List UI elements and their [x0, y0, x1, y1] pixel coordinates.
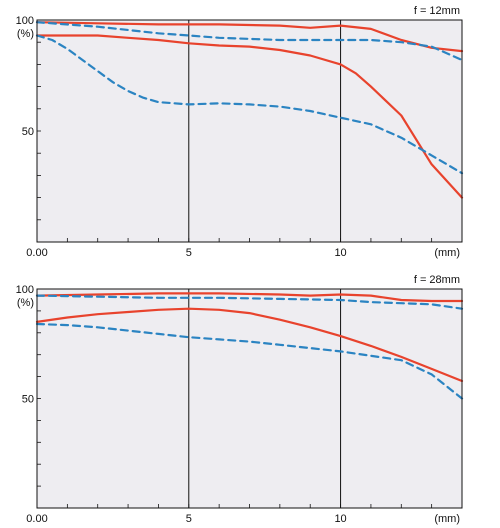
series-line-1 [35, 292, 464, 303]
plot-area [37, 289, 462, 508]
series-line-2 [35, 34, 464, 199]
y-tick-label: 100 [16, 15, 34, 27]
y-tick-label: 50 [22, 394, 34, 406]
chart-panel-12mm: 0.00 5 10 100 50 (%) (mm) f = 12mm [16, 5, 464, 259]
x-tick-label: 5 [186, 247, 192, 259]
x-unit-label: (mm) [434, 247, 460, 259]
series-line-3 [35, 294, 464, 310]
series-line-4 [35, 34, 464, 175]
y-tick-label: 100 [16, 284, 34, 296]
focal-length-label: f = 12mm [414, 5, 460, 17]
plot-frame [36, 19, 463, 243]
x-tick-label: 5 [186, 513, 192, 525]
x-tick-label: 10 [334, 513, 346, 525]
series-line-3 [35, 21, 464, 62]
y-unit-label: (%) [17, 28, 34, 40]
series-line-4 [35, 322, 464, 400]
plot-frame [36, 288, 463, 509]
series-line-2 [35, 307, 464, 383]
x-tick-label: 0.00 [26, 513, 47, 525]
focal-length-label: f = 28mm [414, 274, 460, 286]
x-tick-label: 0.00 [26, 247, 47, 259]
x-unit-label: (mm) [434, 513, 460, 525]
x-tick-label: 10 [334, 247, 346, 259]
y-tick-label: 50 [22, 126, 34, 138]
chart-panel-28mm: 0.00 5 10 100 50 (%) (mm) f = 28mm [16, 274, 464, 525]
y-unit-label: (%) [17, 297, 34, 309]
plot-area [37, 20, 462, 242]
